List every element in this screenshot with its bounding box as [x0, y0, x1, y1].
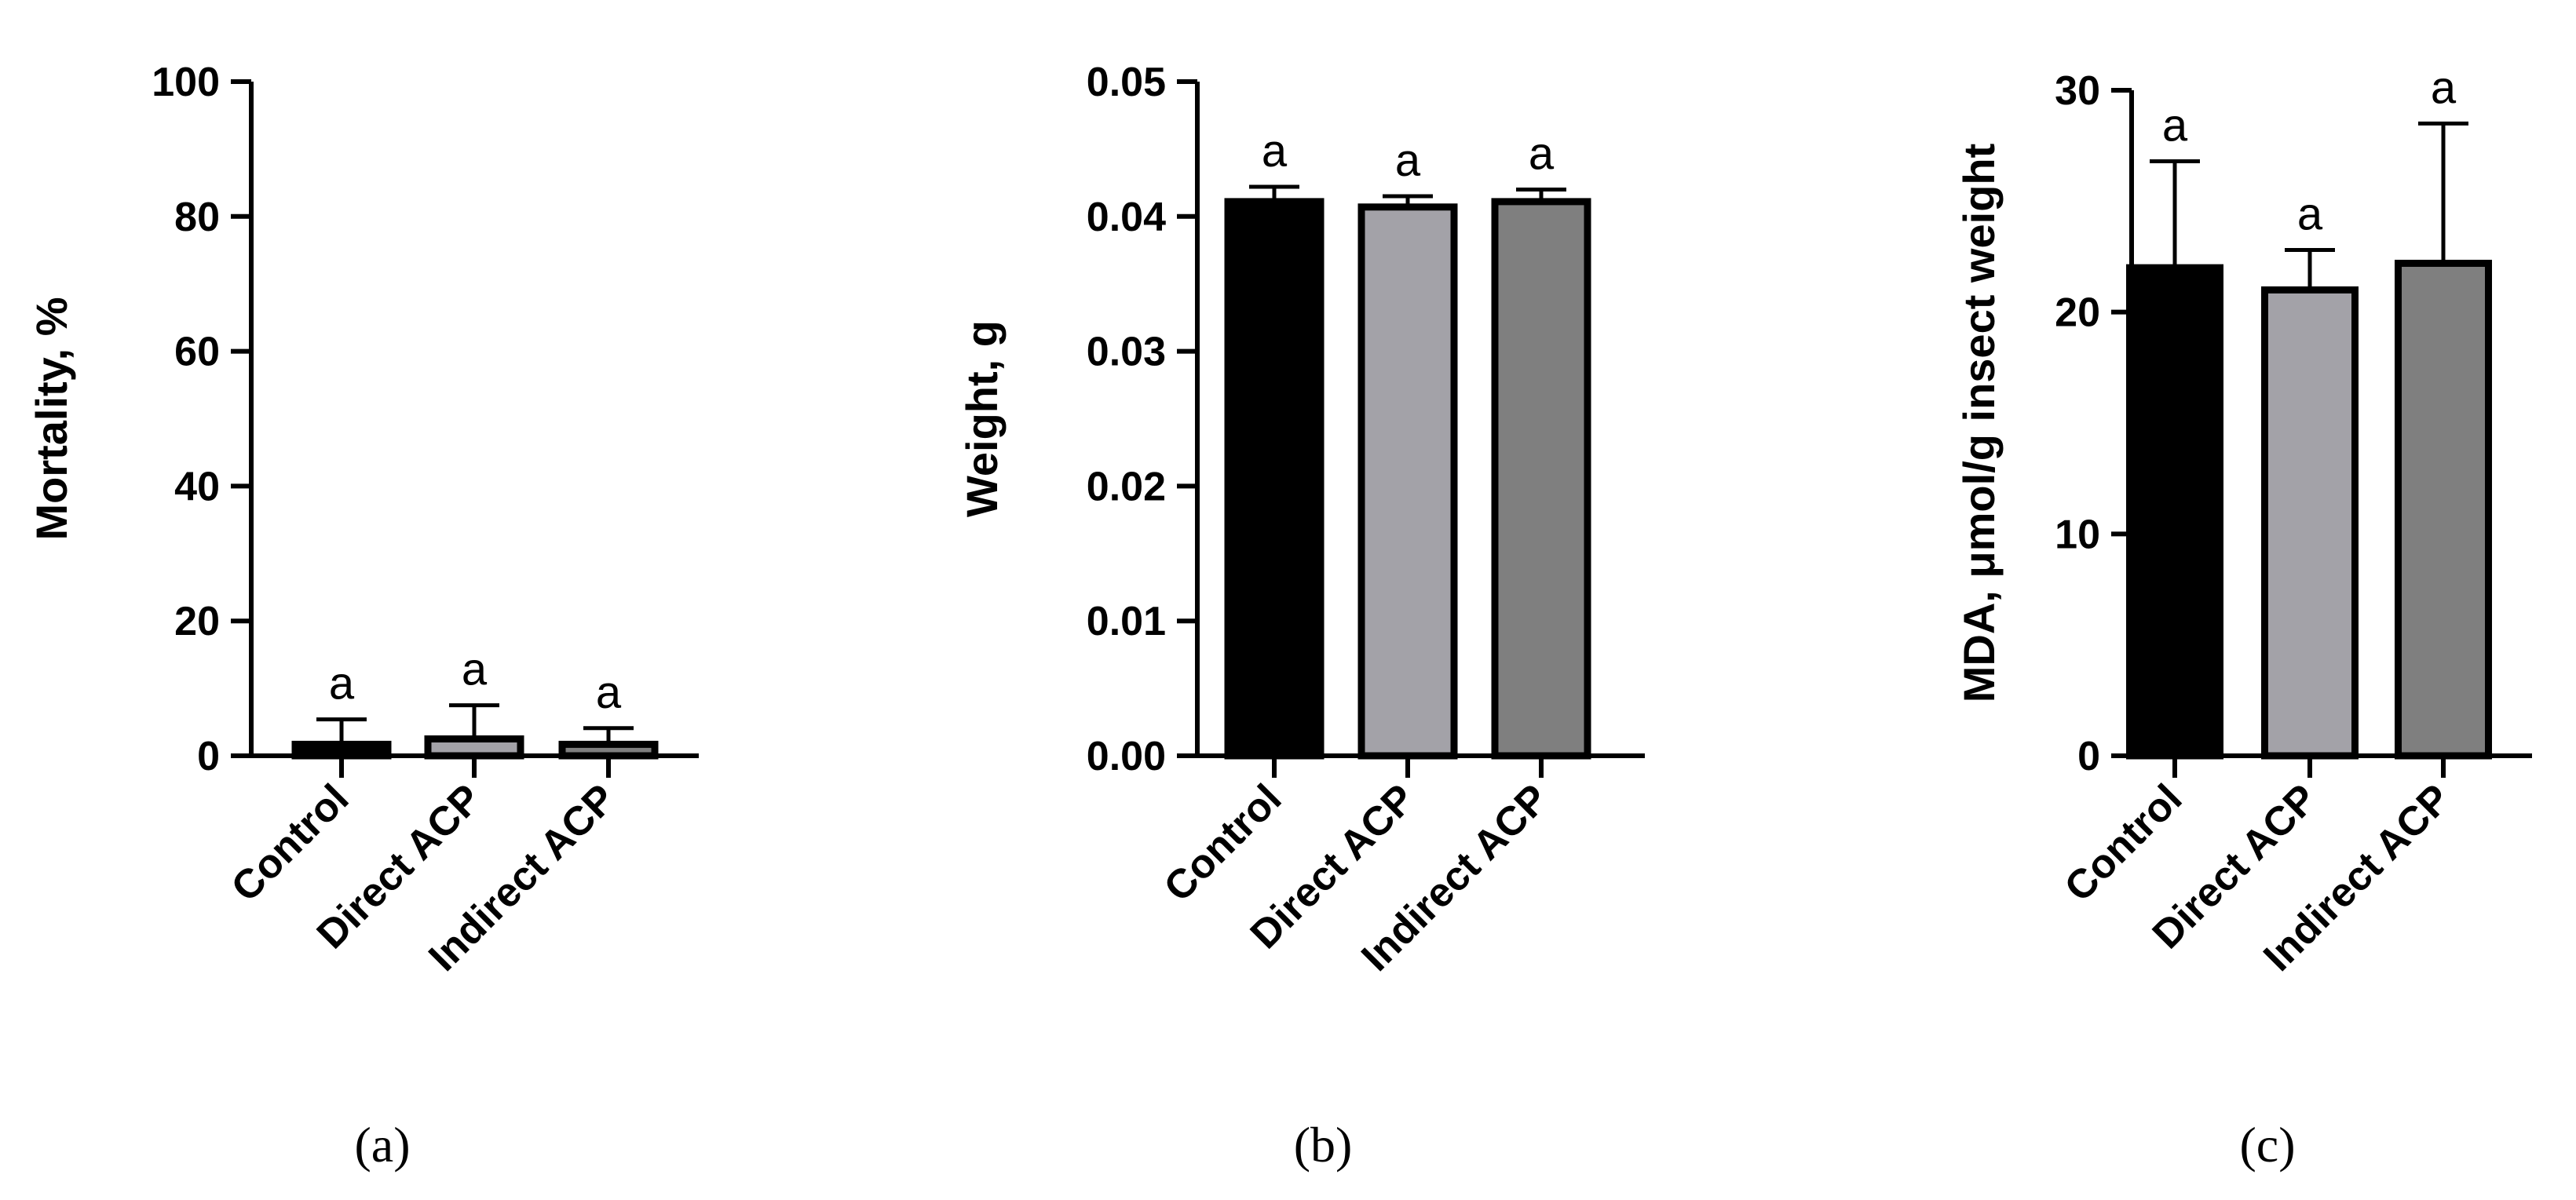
panel-label: (b)	[1294, 1117, 1353, 1173]
category-label-1: Control	[1156, 775, 1291, 910]
significance-label-1: a	[329, 658, 355, 709]
y-tick-label: 0.00	[1087, 734, 1166, 779]
significance-label-2: a	[2297, 189, 2323, 240]
bar-3	[2395, 259, 2492, 760]
bar-2	[1357, 203, 1458, 760]
y-tick-label: 80	[174, 195, 220, 240]
significance-label-1: a	[2162, 100, 2188, 151]
y-tick-label: 0	[2077, 734, 2100, 779]
y-tick-label: 30	[2055, 68, 2100, 114]
y-axis-title: Mortality, %	[27, 297, 76, 540]
bar-2	[424, 735, 524, 760]
y-tick-label: 20	[174, 599, 220, 644]
category-label-1: Control	[223, 775, 358, 910]
y-axis-title: MDA, μmol/g insect weight	[1954, 144, 2004, 703]
y-tick-label: 0.02	[1087, 464, 1166, 509]
y-tick-label: 0.03	[1087, 330, 1166, 375]
y-tick-label: 100	[152, 60, 220, 105]
bar-3	[1491, 198, 1591, 760]
panel-label: (a)	[354, 1117, 410, 1173]
significance-label-3: a	[2431, 62, 2457, 113]
y-tick-label: 0	[197, 734, 220, 779]
y-tick-label: 20	[2055, 290, 2100, 336]
bar-1	[2126, 264, 2223, 760]
significance-label-3: a	[596, 667, 622, 718]
category-label-1: Control	[2056, 775, 2191, 910]
panel-b: a a a0.000.010.020.030.040.05ControlDirect…	[957, 60, 1645, 1173]
panel-label: (c)	[2239, 1117, 2295, 1173]
significance-label-2: a	[1395, 135, 1421, 186]
significance-label-1: a	[1262, 126, 1288, 177]
significance-label-2: a	[462, 644, 488, 695]
bar-2	[2261, 286, 2359, 760]
y-tick-label: 10	[2055, 512, 2100, 557]
y-tick-label: 0.04	[1087, 195, 1166, 240]
significance-label-3: a	[1529, 128, 1555, 179]
bar-1	[1224, 198, 1325, 760]
y-tick-label: 0.01	[1087, 599, 1166, 644]
y-tick-label: 40	[174, 464, 220, 509]
y-tick-label: 60	[174, 330, 220, 375]
y-tick-label: 0.05	[1087, 60, 1166, 105]
y-axis-title: Weight, g	[957, 320, 1007, 517]
